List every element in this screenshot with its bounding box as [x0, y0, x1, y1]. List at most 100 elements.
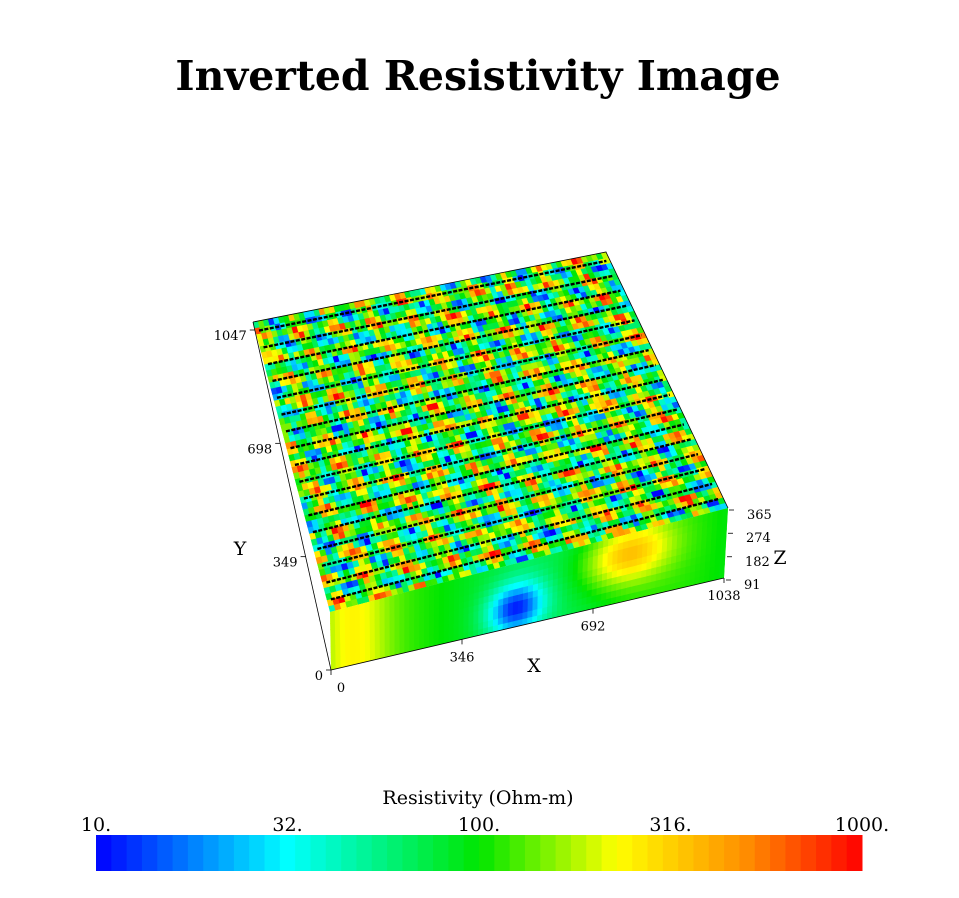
texture-cell: [672, 520, 679, 530]
texture-cell: [449, 579, 455, 588]
y-tick-label: 0: [315, 669, 323, 684]
colorbar-swatch: [417, 835, 434, 871]
colorbar-swatch: [233, 835, 250, 871]
texture-cell: [508, 563, 515, 572]
texture-cell: [563, 549, 570, 558]
colorbar-swatch: [111, 835, 128, 871]
y-axis-label: Y: [233, 538, 247, 560]
colorbar-swatch: [494, 835, 511, 871]
z-tick-label: 365: [747, 508, 772, 523]
z-axis-label: Z: [773, 547, 786, 569]
colorbar-swatch: [141, 835, 158, 871]
colorbar-title: Resistivity (Ohm-m): [382, 787, 573, 809]
colorbar-swatch: [509, 835, 526, 871]
colorbar-swatch: [310, 835, 327, 871]
texture-cell: [622, 533, 629, 543]
texture-cell: [677, 519, 684, 529]
texture-cell: [523, 559, 530, 569]
colorbar-swatch: [816, 835, 832, 871]
colorbar-swatch: [126, 835, 143, 871]
texture-cell: [558, 550, 565, 560]
texture-cell: [478, 571, 485, 580]
x-axis-label: X: [527, 655, 541, 677]
texture-cell: [473, 572, 480, 581]
colorbar-swatch: [724, 835, 740, 871]
colorbar-label: 1000.: [835, 814, 889, 836]
colorbar-swatch: [157, 835, 174, 871]
texture-cell: [642, 528, 649, 538]
texture-cell: [578, 545, 585, 554]
colorbar: 10. 32. 100. 316. 1000.: [81, 814, 889, 871]
colorbar-swatch: [463, 835, 480, 871]
colorbar-swatch: [647, 835, 664, 871]
colorbar-swatch: [371, 835, 388, 871]
texture-cell: [612, 536, 619, 545]
colorbar-swatch: [800, 835, 817, 871]
colorbar-swatch: [187, 835, 204, 871]
colorbar-swatch: [203, 835, 220, 871]
volume: [253, 252, 728, 670]
colorbar-swatch: [387, 835, 403, 871]
colorbar-swatch: [770, 835, 786, 871]
colorbar-label: 32.: [272, 814, 302, 836]
texture-cell: [518, 560, 525, 570]
colorbar-swatch: [846, 835, 863, 871]
z-tick-label: 274: [746, 531, 771, 546]
texture-cell: [707, 511, 714, 521]
colorbar-swatch: [341, 835, 357, 871]
colorbar-swatch: [693, 835, 710, 871]
colorbar-swatch: [785, 835, 802, 871]
texture-cell: [682, 518, 689, 527]
texture-cell: [598, 540, 604, 549]
colorbar-swatch: [586, 835, 603, 871]
texture-cell: [608, 537, 614, 547]
texture-cell: [483, 570, 490, 579]
texture-cell: [667, 521, 674, 531]
texture-cell: [463, 575, 470, 584]
colorbar-swatch: [218, 835, 235, 871]
texture-cell: [617, 534, 624, 544]
z-tick-label: 91: [744, 578, 761, 593]
texture-cell: [553, 551, 560, 561]
colorbar-swatch: [96, 835, 112, 871]
texture-cell: [568, 547, 575, 557]
colorbar-swatch: [540, 835, 557, 871]
z-tick-label: 182: [745, 555, 770, 570]
x-tick-label: 692: [581, 620, 606, 635]
texture-cell: [722, 508, 728, 517]
x-tick-label: 1038: [707, 589, 740, 604]
x-tick-label: 0: [337, 681, 345, 696]
texture-cell: [458, 576, 465, 585]
colorbar-swatch: [754, 835, 771, 871]
texture-cell: [548, 553, 555, 562]
texture-cell: [637, 529, 644, 539]
colorbar-swatch: [325, 835, 342, 871]
texture-cell: [513, 562, 520, 571]
x-tick-label: 346: [450, 650, 475, 665]
texture-cell: [692, 515, 699, 525]
texture-cell: [503, 564, 510, 574]
colorbar-swatch: [264, 835, 281, 871]
texture-cell: [652, 525, 659, 535]
texture-cell: [712, 510, 719, 520]
colorbar-swatch: [295, 835, 311, 871]
texture-cell: [662, 523, 669, 533]
colorbar-swatch: [632, 835, 649, 871]
y-tick-label: 1047: [214, 329, 247, 344]
texture-cell: [543, 554, 550, 563]
top-face: [253, 252, 728, 612]
colorbar-swatch: [570, 835, 587, 871]
texture-cell: [429, 584, 435, 593]
texture-cell: [647, 527, 654, 536]
colorbar-swatch: [356, 835, 373, 871]
texture-cell: [493, 567, 500, 576]
texture-cell: [538, 555, 545, 565]
colorbar-swatch: [479, 835, 495, 871]
texture-cell: [697, 514, 704, 524]
colorbar-swatch: [616, 835, 633, 871]
y-tick-label: 349: [273, 556, 298, 571]
colorbar-swatch: [831, 835, 848, 871]
texture-cell: [603, 538, 609, 548]
colorbar-swatch: [708, 835, 725, 871]
